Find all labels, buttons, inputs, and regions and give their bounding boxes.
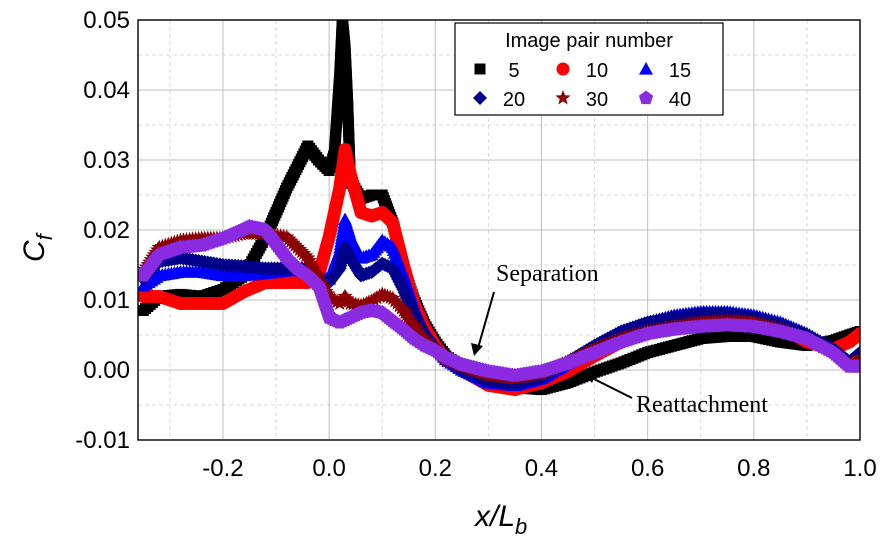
data-point	[385, 290, 401, 306]
y-tick-label: 0.00	[83, 357, 130, 384]
legend-marker	[474, 63, 486, 75]
data-point	[289, 239, 305, 254]
y-tick-label: 0.02	[83, 217, 130, 244]
legend-label: 10	[586, 60, 608, 82]
data-point	[853, 327, 860, 341]
data-point	[389, 295, 405, 310]
legend-marker	[473, 91, 487, 105]
x-tick-label: 0.2	[419, 455, 452, 482]
separation-arrowhead	[471, 343, 483, 356]
y-tick-label: 0.04	[83, 77, 130, 104]
legend-marker	[556, 62, 570, 76]
legend-label: 40	[669, 89, 691, 111]
y-axis-label: Cf	[18, 231, 57, 262]
x-tick-label: 0.4	[525, 455, 558, 482]
y-tick-label: 0.01	[83, 287, 130, 314]
legend-box	[454, 22, 724, 116]
x-axis-label: x/Lb	[473, 500, 527, 539]
series-layer	[138, 20, 860, 397]
legend-label: 20	[503, 89, 525, 111]
legend-marker	[638, 90, 654, 105]
data-point	[279, 229, 295, 244]
legend-marker	[555, 90, 571, 105]
legend-label: 15	[669, 60, 691, 82]
reattachment-arrow	[591, 377, 633, 399]
y-tick-label: 0.03	[83, 147, 130, 174]
x-tick-label: 1.0	[843, 455, 876, 482]
x-tick-label: -0.2	[202, 455, 243, 482]
series-40	[138, 219, 860, 382]
data-point	[298, 247, 314, 263]
reattachment-label: Reattachment	[636, 392, 768, 418]
legend-item-20: 20	[473, 89, 525, 111]
data-point	[291, 241, 307, 257]
separation-arrow	[477, 291, 495, 349]
separation-label: Separation	[496, 261, 599, 287]
data-point	[852, 359, 860, 373]
legend-item-40: 40	[638, 89, 691, 111]
data-point	[285, 235, 301, 250]
y-tick-label: 0.05	[83, 7, 130, 34]
data-point	[296, 245, 312, 261]
plot-frame	[137, 19, 861, 441]
x-tick-labels: -0.2 0.0 0.2 0.4 0.6 0.8 1.0	[202, 455, 876, 482]
legend-marker	[639, 62, 653, 75]
data-point	[283, 233, 299, 248]
legend: Image pair number 5 10 15 20 30 40	[454, 22, 724, 116]
x-tick-label: 0.8	[737, 455, 770, 482]
annotations: Separation Reattachment	[471, 261, 768, 418]
reattachment-arrowhead	[584, 372, 597, 383]
legend-item-10: 10	[556, 60, 608, 82]
data-point	[387, 293, 403, 308]
legend-item-30: 30	[555, 89, 608, 111]
legend-label: 5	[508, 60, 519, 82]
data-point	[287, 237, 303, 252]
data-point	[281, 231, 297, 246]
data-point	[393, 300, 409, 315]
x-tick-label: 0.0	[312, 455, 345, 482]
legend-title: Image pair number	[505, 30, 673, 52]
y-tick-label: -0.01	[75, 427, 130, 454]
y-tick-labels: -0.01 0.00 0.01 0.02 0.03 0.04 0.05	[75, 7, 130, 454]
legend-label: 30	[586, 89, 608, 111]
data-point	[391, 297, 407, 313]
legend-item-15: 15	[639, 60, 691, 82]
x-tick-label: 0.6	[631, 455, 664, 482]
legend-item-5: 5	[474, 60, 520, 82]
data-point	[293, 243, 310, 259]
